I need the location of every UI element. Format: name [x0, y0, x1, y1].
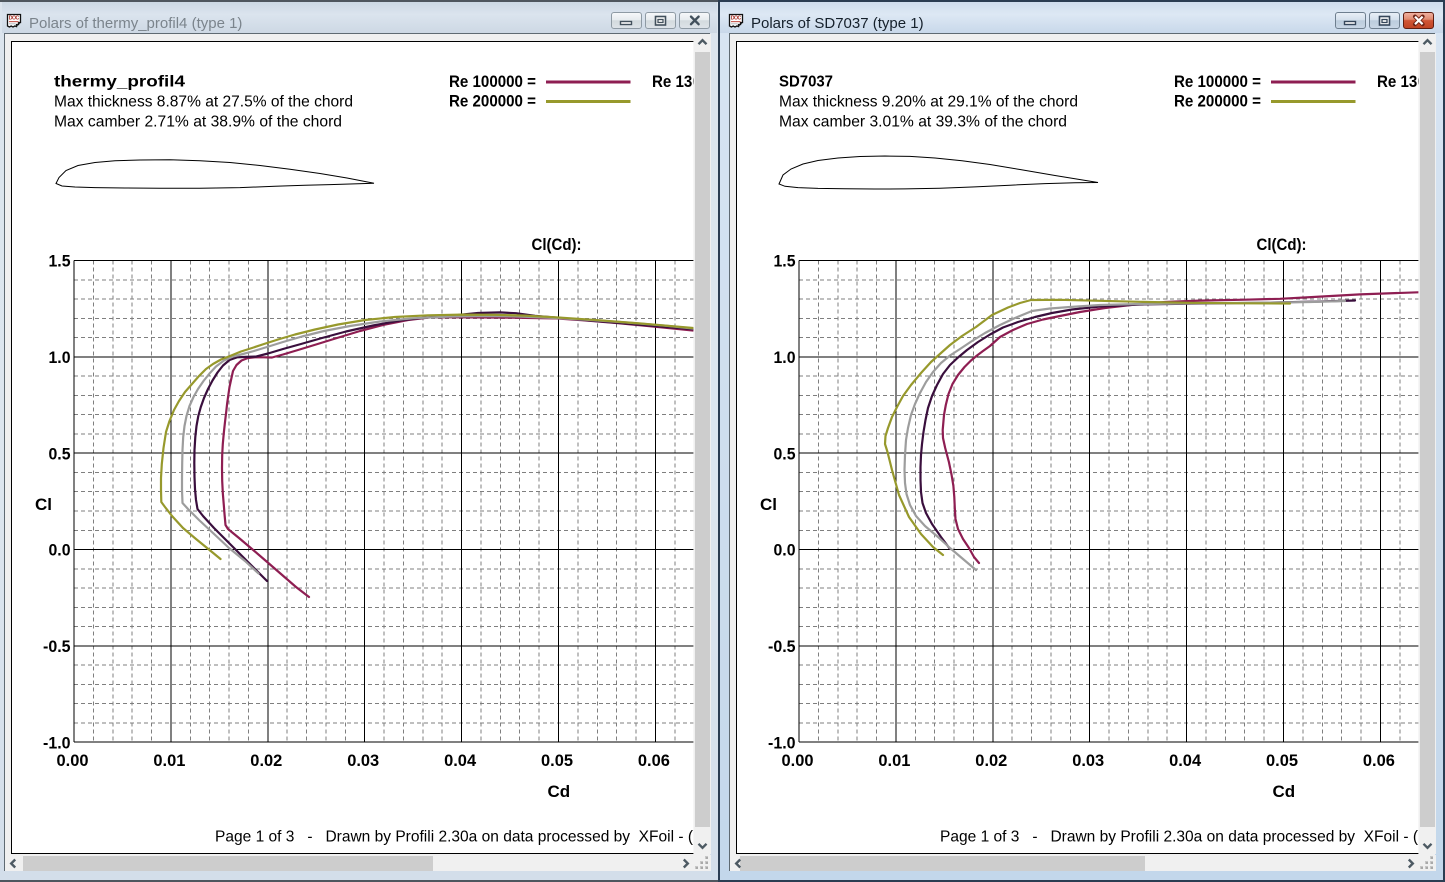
svg-text:-1.0: -1.0	[43, 733, 71, 752]
svg-text:Re 130000 =: Re 130000 =	[652, 72, 719, 91]
svg-text:DOC: DOC	[9, 16, 20, 22]
svg-text:0.00: 0.00	[57, 751, 89, 770]
svg-text:0.06: 0.06	[1363, 751, 1395, 770]
svg-text:0.04: 0.04	[1169, 751, 1202, 770]
svg-text:1.5: 1.5	[774, 252, 796, 271]
svg-text:0.02: 0.02	[250, 751, 282, 770]
svg-text:Max camber 3.01% at 39.3% of t: Max camber 3.01% at 39.3% of the chord	[779, 113, 1067, 130]
svg-text:SD7037: SD7037	[779, 74, 833, 91]
svg-text:Cl: Cl	[35, 495, 52, 514]
svg-text:Re 130000 =: Re 130000 =	[1377, 72, 1445, 91]
svg-text:Max thickness 8.87% at 27.5% o: Max thickness 8.87% at 27.5% of the chor…	[54, 93, 353, 110]
svg-text:1.0: 1.0	[49, 348, 71, 367]
svg-text:-1.0: -1.0	[768, 733, 796, 752]
svg-text:Cd: Cd	[1273, 782, 1296, 801]
svg-text:-0.5: -0.5	[43, 637, 71, 656]
svg-text:-0.5: -0.5	[768, 637, 796, 656]
svg-text:thermy_profil4: thermy_profil4	[54, 74, 185, 91]
svg-text:Re 100000 =: Re 100000 =	[449, 72, 536, 91]
svg-text:Cl(Cd):: Cl(Cd):	[532, 235, 582, 254]
svg-text:Re 200000 =: Re 200000 =	[1174, 92, 1261, 111]
svg-text:Cl(Cd):: Cl(Cd):	[1257, 235, 1307, 254]
svg-text:0.03: 0.03	[347, 751, 379, 770]
svg-text:0.0: 0.0	[774, 541, 796, 560]
svg-text:DOC: DOC	[731, 16, 742, 22]
svg-text:0.01: 0.01	[878, 751, 910, 770]
svg-text:0.0: 0.0	[49, 541, 71, 560]
svg-text:Page 1 of 3 - Drawn by Pro: Page 1 of 3 - Drawn by Profili 2.30a on …	[940, 829, 1419, 846]
svg-text:0.05: 0.05	[1266, 751, 1298, 770]
svg-text:0.05: 0.05	[541, 751, 573, 770]
svg-text:Re 100000 =: Re 100000 =	[1174, 72, 1261, 91]
svg-text:0.03: 0.03	[1072, 751, 1104, 770]
svg-text:Cd: Cd	[548, 782, 571, 801]
svg-text:0.5: 0.5	[774, 444, 796, 463]
svg-text:Page 1 of 3 - Drawn by Pro: Page 1 of 3 - Drawn by Profili 2.30a on …	[215, 829, 694, 846]
svg-text:0.02: 0.02	[975, 751, 1007, 770]
svg-text:Cl: Cl	[760, 495, 777, 514]
svg-text:0.06: 0.06	[638, 751, 670, 770]
svg-text:0.5: 0.5	[49, 444, 71, 463]
svg-text:Max thickness 9.20% at 29.1% o: Max thickness 9.20% at 29.1% of the chor…	[779, 93, 1078, 110]
svg-text:Max camber 2.71% at 38.9% of t: Max camber 2.71% at 38.9% of the chord	[54, 113, 342, 130]
svg-text:0.00: 0.00	[782, 751, 814, 770]
svg-text:0.04: 0.04	[444, 751, 477, 770]
svg-text:Re 200000 =: Re 200000 =	[449, 92, 536, 111]
svg-text:1.5: 1.5	[49, 252, 71, 271]
svg-text:1.0: 1.0	[774, 348, 796, 367]
svg-text:0.01: 0.01	[153, 751, 185, 770]
